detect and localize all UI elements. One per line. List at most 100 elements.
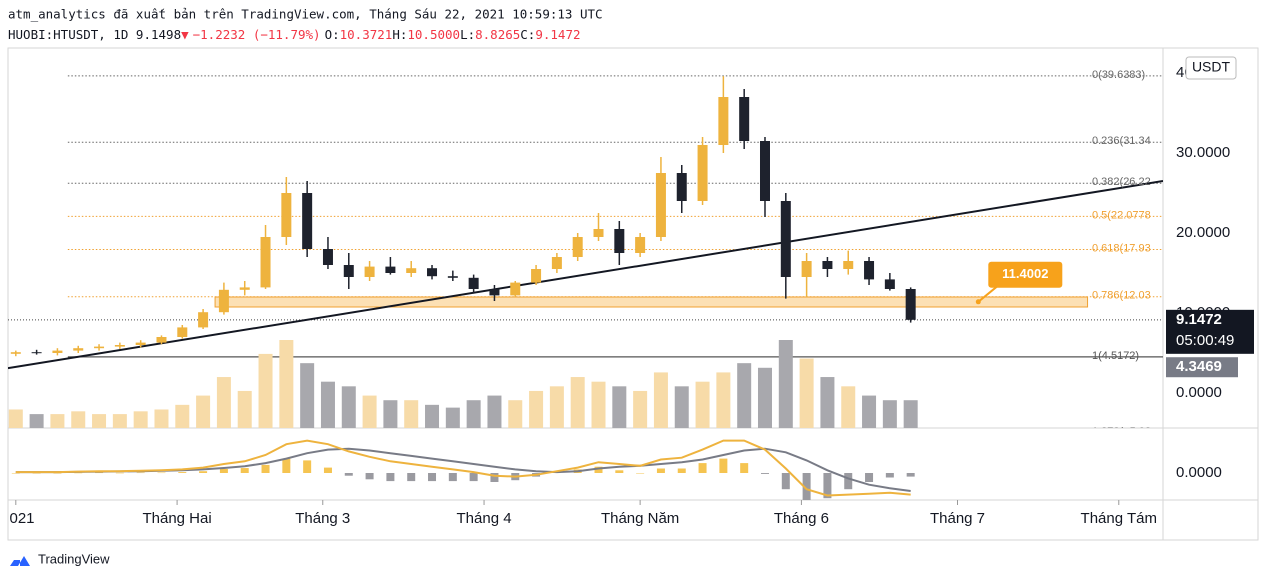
x-tick-label: Tháng Tám	[1081, 510, 1157, 527]
macd-hist	[885, 473, 894, 478]
candle-body	[676, 173, 687, 201]
macd-hist	[490, 473, 499, 482]
fib-label: 0.5(22.0778	[1092, 209, 1151, 221]
candle-body	[655, 173, 666, 237]
candle-body	[218, 289, 229, 313]
volume-bar	[341, 386, 356, 428]
volume-bar	[300, 363, 315, 428]
macd-hist	[344, 473, 353, 476]
volume-bar	[612, 386, 627, 428]
volume-bar	[778, 340, 793, 428]
macd-hist	[240, 468, 249, 473]
volume-bar	[695, 381, 710, 428]
candle-body	[260, 237, 271, 288]
ohlc-key: L:	[460, 27, 475, 42]
macd-hist	[407, 473, 416, 482]
candle-body	[94, 346, 105, 349]
macd-hist	[428, 473, 437, 482]
candle-body	[864, 261, 875, 280]
candle-body	[635, 237, 646, 253]
macd-hist	[698, 463, 707, 473]
volume-bar	[903, 400, 918, 428]
candle-body	[489, 289, 500, 296]
volume-bar	[653, 372, 668, 428]
candle-body	[281, 193, 292, 237]
volume-bar	[8, 409, 23, 428]
macd-hist	[781, 473, 790, 490]
fib-label: 1.272(−5.02	[1092, 426, 1151, 438]
last-price-label: 9.1472	[1176, 311, 1222, 328]
callout-box	[988, 261, 1063, 288]
change-arrow: ▼	[181, 27, 189, 42]
macd-hist	[448, 473, 457, 482]
volume-bar	[196, 395, 211, 428]
footer-brand: TradingView	[38, 551, 110, 566]
ohlc-key: H:	[392, 27, 407, 42]
macd-hist	[865, 473, 874, 482]
change: −1.2232 (−11.79%)	[193, 27, 321, 42]
candle-body	[801, 261, 812, 277]
macd-hist	[760, 473, 769, 474]
fib-label: 0.382(26.22	[1092, 176, 1151, 188]
macd-hist	[802, 473, 811, 500]
macd-hist	[469, 473, 478, 482]
x-tick-label: Tháng Năm	[601, 510, 679, 527]
macd-hist	[11, 473, 20, 474]
trendline	[8, 180, 1163, 370]
level-tag	[1166, 357, 1238, 378]
volume-bar	[216, 377, 231, 428]
volume-bar	[133, 411, 148, 428]
x-tick-label: Tháng 6	[774, 510, 829, 527]
candle-body	[31, 352, 42, 354]
macd-hist	[365, 473, 374, 480]
candle-body	[10, 352, 21, 354]
macd-hist	[199, 471, 208, 473]
volume-bar	[383, 400, 398, 428]
volume-bar	[279, 340, 294, 428]
macd-tick-label: 0.0000	[1176, 464, 1222, 481]
macd-hist	[136, 472, 145, 474]
symbol: HUOBI:HTUSDT, 1D 9.1498	[8, 27, 181, 42]
candle-body	[905, 289, 916, 320]
axes: 0.000010.000020.000030.000040.00000.0000…	[9, 56, 1254, 527]
candle-body	[718, 97, 729, 145]
main-pane	[8, 75, 1163, 428]
ohlc-value: 8.8265	[475, 27, 520, 42]
y-tick-label: 0.0000	[1176, 384, 1222, 401]
callout-dot	[975, 299, 981, 305]
volume-bar	[29, 414, 44, 428]
x-tick-label: Tháng 4	[457, 510, 512, 527]
volume-bar	[820, 377, 835, 428]
candle-body	[572, 237, 583, 257]
macd-hist	[677, 468, 686, 473]
macd-hist	[157, 472, 166, 474]
ohlc: O:10.3721H:10.5000L:8.8265C:9.1472	[325, 27, 581, 42]
macd-hist	[636, 473, 645, 474]
volume-bar	[175, 404, 190, 428]
candle-body	[302, 193, 313, 249]
candle-body	[114, 345, 125, 347]
macd-hist	[844, 473, 853, 490]
fib-label: 0(39.6383)	[1092, 69, 1145, 81]
candle-body	[884, 279, 895, 289]
macd-hist	[53, 473, 62, 474]
candle-body	[73, 348, 84, 351]
volume-bar	[591, 381, 606, 428]
macd-hist	[594, 466, 603, 473]
candle-body	[385, 266, 396, 273]
ohlc-key: O:	[325, 27, 340, 42]
candle-body	[551, 257, 562, 269]
macd-hist	[615, 470, 624, 473]
volume-bar	[404, 400, 419, 428]
volume-bar	[570, 377, 585, 428]
y-tick-label: 20.0000	[1176, 224, 1230, 241]
volume-bar	[466, 400, 481, 428]
ohlc-value: 10.3721	[340, 27, 393, 42]
candle-body	[531, 269, 542, 283]
macd-hist	[323, 467, 332, 473]
candle-body	[156, 337, 167, 343]
macd-pane	[11, 439, 915, 500]
fib-label: 1(4.5172)	[1092, 350, 1139, 362]
macd-hist	[74, 472, 83, 474]
volume-bar	[237, 390, 252, 428]
